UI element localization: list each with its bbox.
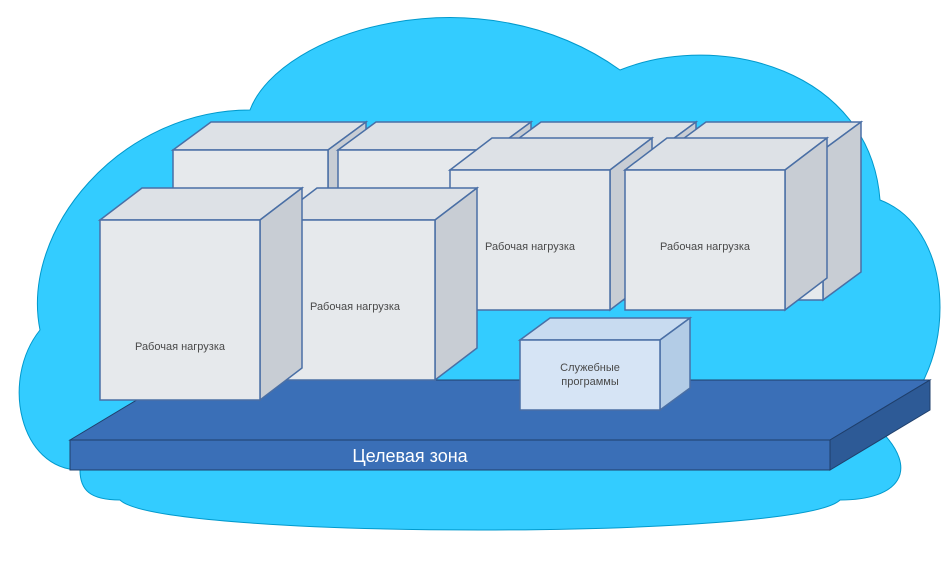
workload-box-front-2: Рабочая нагрузка (450, 138, 652, 310)
workload-label: Рабочая нагрузка (660, 241, 751, 253)
workload-box-front-0: Рабочая нагрузка (100, 188, 302, 400)
workload-label: Рабочая нагрузка (310, 301, 401, 313)
workload-label: Рабочая нагрузка (135, 341, 226, 353)
workload-box-front-3: Рабочая нагрузка (625, 138, 827, 310)
workload-box-front-1: Рабочая нагрузка (275, 188, 477, 380)
workload-label: Рабочая нагрузка (485, 241, 576, 253)
utility-box: Служебныепрограммы (520, 318, 690, 410)
platform-label: Целевая зона (352, 446, 468, 466)
